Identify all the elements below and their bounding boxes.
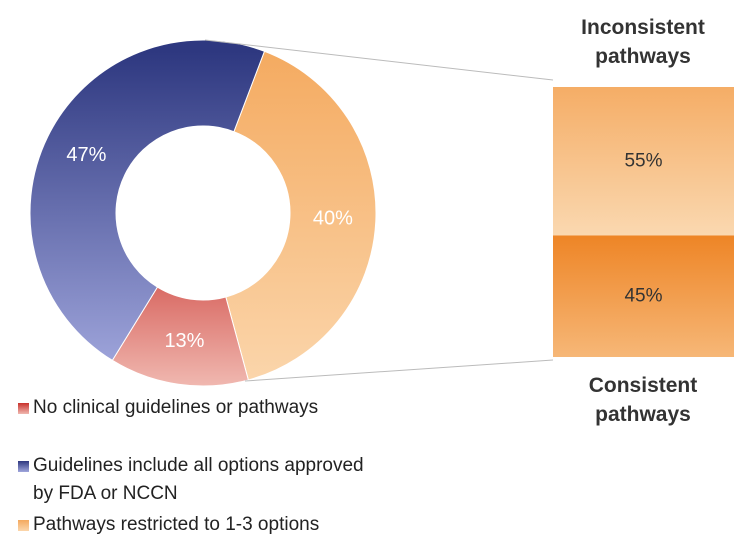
legend-swatch: [18, 520, 29, 531]
bar-category: Inconsistent pathways: [581, 16, 705, 68]
bar-category-line: Consistent: [589, 374, 698, 397]
legend-label: Pathways restricted to 1-3 options: [33, 514, 320, 535]
bar-label: 55%: [624, 150, 662, 171]
legend-item: No clinical guidelines or pathways: [14, 394, 374, 422]
slice-label: 13%: [164, 330, 204, 352]
bar-category: Consistent pathways: [589, 374, 698, 426]
connector: [204, 39, 554, 81]
legend-label: Guidelines include all options approved …: [33, 455, 364, 504]
connector: [244, 359, 554, 382]
legend-swatch: [18, 403, 29, 414]
legend-swatch: [18, 461, 29, 472]
bar-segment: [553, 235, 734, 357]
legend-label: No clinical guidelines or pathways: [33, 397, 319, 418]
bar-category-line: pathways: [595, 403, 691, 426]
legend-item: Guidelines include all options approved …: [14, 452, 374, 508]
slice-label: 47%: [66, 144, 106, 166]
bar-label: 45%: [624, 285, 662, 306]
legend-item: Pathways restricted to 1-3 options: [14, 511, 374, 539]
bar-segment: [553, 87, 734, 236]
bar-category-line: pathways: [595, 45, 691, 68]
slice-label: 40%: [313, 208, 353, 230]
donut-slice: [225, 50, 377, 381]
donut-slice: [29, 39, 266, 362]
bar-category-line: Inconsistent: [581, 16, 705, 39]
